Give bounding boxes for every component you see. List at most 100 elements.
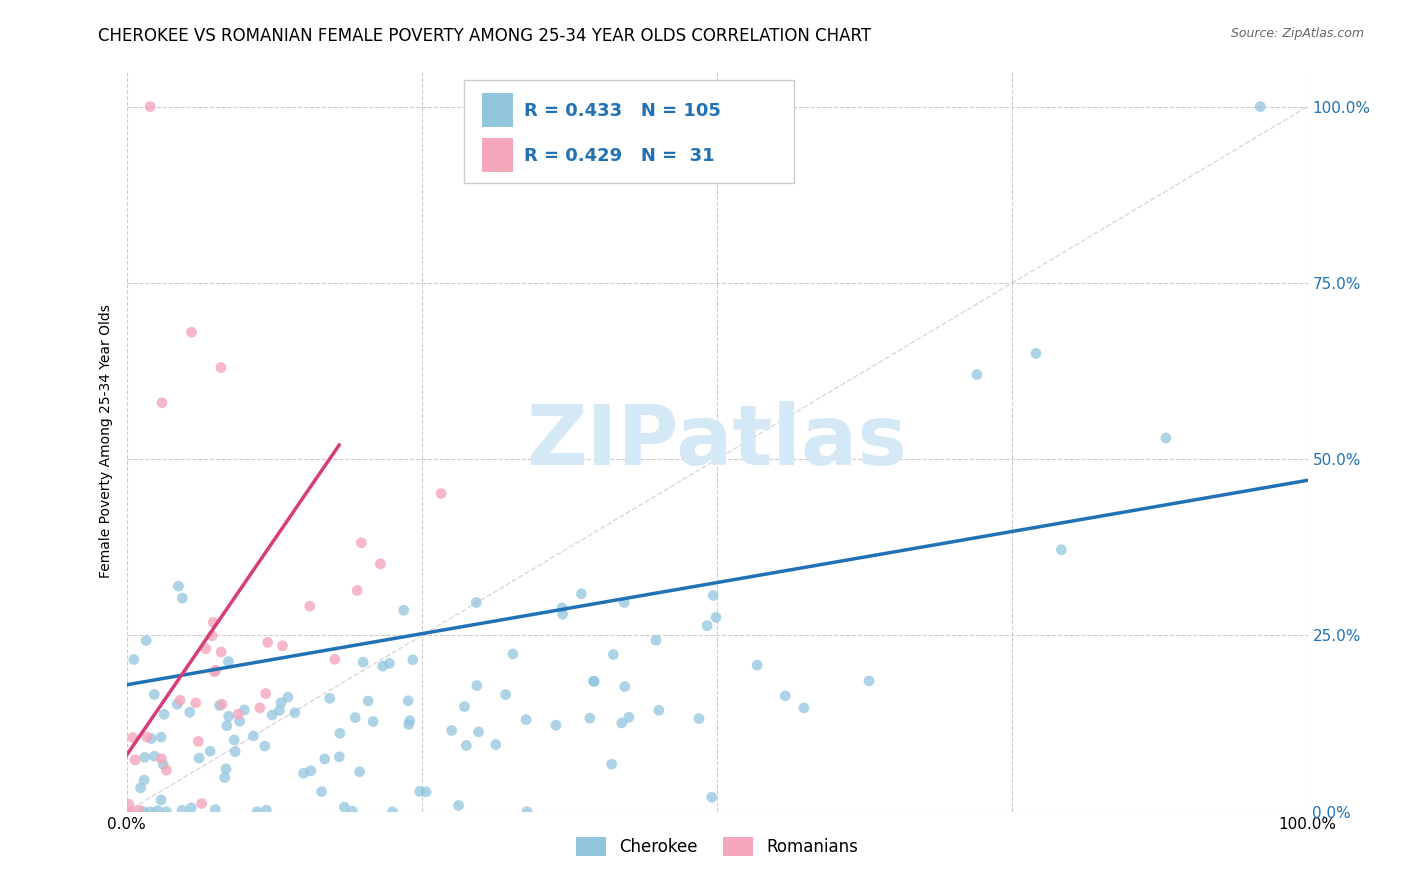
Point [613,595,636,609]
Point [858,673,880,688]
Point [141,731,163,746]
Point [453,699,475,714]
Point [465,596,488,610]
Point [226,707,249,722]
Point [516,805,538,819]
Point [139,805,162,819]
Point [152,757,174,772]
Point [215,719,238,733]
Point [747,658,769,673]
Point [328,749,350,764]
Point [467,724,489,739]
Point [271,639,294,653]
Point [1249,100,1271,114]
Point [378,657,401,671]
Point [202,615,225,630]
Point [209,645,232,659]
Point [204,663,226,677]
Point [180,801,202,815]
Point [121,731,143,745]
Point [169,693,191,707]
Point [398,717,420,731]
Point [430,486,453,500]
Point [696,619,718,633]
Point [260,708,283,723]
Point [292,766,315,780]
Point [136,730,159,744]
Point [299,764,322,778]
Point [170,804,193,818]
Point [204,803,226,817]
Point [371,659,394,673]
Point [209,360,232,375]
Point [392,603,415,617]
Point [120,805,142,819]
Point [208,698,231,713]
Point [583,674,606,689]
Point [167,579,190,593]
Point [233,703,256,717]
Point [122,652,145,666]
Point [253,739,276,753]
Point [143,749,166,764]
Point [132,805,155,819]
Point [1025,346,1047,360]
Point [502,647,524,661]
Point [129,780,152,795]
Point [361,714,384,729]
Point [617,710,640,724]
Point [270,696,292,710]
Point [166,697,188,711]
Point [551,607,574,622]
Point [357,694,380,708]
Point [277,690,299,705]
Point [582,674,605,689]
Point [602,648,624,662]
Point [775,689,797,703]
Point [249,701,271,715]
Point [350,535,373,549]
Legend: Cherokee, Romanians: Cherokee, Romanians [569,830,865,863]
Point [311,784,333,798]
Point [370,557,392,571]
Point [228,714,250,729]
Point [204,665,226,679]
Point [246,805,269,819]
Point [224,745,246,759]
Point [224,733,246,747]
Point [381,805,404,819]
Point [218,709,240,723]
Point [298,599,321,614]
Point [704,610,727,624]
Point [408,784,430,798]
Point [600,757,623,772]
Point [333,800,356,814]
Point [1050,542,1073,557]
Point [571,587,593,601]
Point [700,790,723,805]
Point [153,707,176,722]
Point [188,751,211,765]
Point [485,738,508,752]
Point [344,711,367,725]
Point [201,629,224,643]
Point [613,680,636,694]
Y-axis label: Female Poverty Among 25-34 Year Olds: Female Poverty Among 25-34 Year Olds [100,304,114,579]
Point [150,793,173,807]
Point [495,688,517,702]
Point [198,744,221,758]
Point [349,764,371,779]
Text: R = 0.429   N =  31: R = 0.429 N = 31 [524,147,716,165]
Point [398,714,420,728]
Point [134,773,156,788]
Point [179,705,201,719]
Point [190,797,212,811]
Point [352,655,374,669]
Point [440,723,463,738]
Point [115,805,138,819]
Text: R = 0.433   N = 105: R = 0.433 N = 105 [524,102,721,120]
Point [172,591,194,606]
Point [150,730,173,744]
Point [314,752,336,766]
Point [544,718,567,732]
